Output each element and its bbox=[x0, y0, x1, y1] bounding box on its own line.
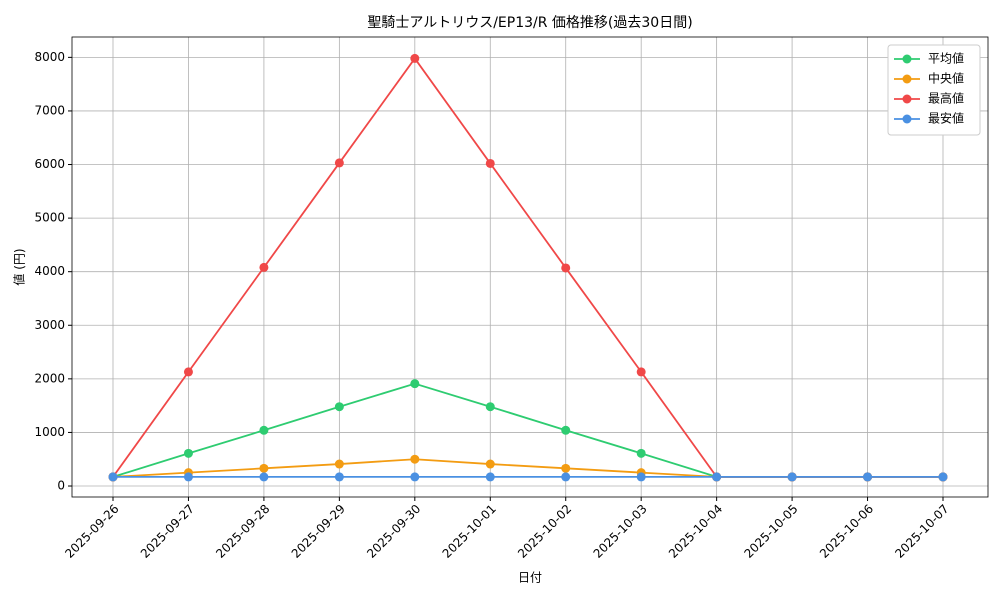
legend-label: 中央値 bbox=[928, 71, 964, 86]
x-tick-label: 2025-10-01 bbox=[440, 502, 499, 561]
data-point bbox=[938, 472, 948, 482]
data-point bbox=[410, 379, 420, 389]
y-tick-label: 7000 bbox=[34, 103, 65, 117]
y-tick-label: 1000 bbox=[34, 425, 65, 439]
y-tick-label: 0 bbox=[57, 479, 65, 493]
y-tick-label: 4000 bbox=[34, 264, 65, 278]
y-tick-label: 6000 bbox=[34, 157, 65, 171]
x-tick-label: 2025-09-27 bbox=[138, 502, 197, 561]
data-point bbox=[410, 454, 420, 464]
data-point bbox=[485, 459, 495, 469]
chart-title: 聖騎士アルトリウス/EP13/R 価格推移(過去30日間) bbox=[367, 15, 692, 31]
data-point bbox=[636, 367, 646, 377]
data-point bbox=[561, 263, 571, 273]
data-point bbox=[108, 472, 118, 482]
legend-label: 最高値 bbox=[928, 91, 964, 106]
data-point bbox=[183, 448, 193, 458]
data-point bbox=[334, 158, 344, 168]
data-point bbox=[259, 463, 269, 473]
y-tick-label: 2000 bbox=[34, 371, 65, 385]
data-point bbox=[636, 448, 646, 458]
data-point bbox=[334, 402, 344, 412]
legend-label: 平均値 bbox=[928, 51, 964, 66]
legend-marker bbox=[902, 114, 912, 124]
y-tick-label: 3000 bbox=[34, 318, 65, 332]
plot-frame bbox=[71, 36, 989, 498]
series-line bbox=[112, 56, 943, 478]
series-line bbox=[112, 458, 943, 478]
data-point bbox=[561, 463, 571, 473]
x-tick-label: 2025-10-07 bbox=[892, 502, 951, 561]
data-point bbox=[485, 402, 495, 412]
x-tick-label: 2025-10-05 bbox=[741, 502, 800, 561]
data-point bbox=[485, 158, 495, 168]
x-tick-label: 2025-09-29 bbox=[289, 502, 348, 561]
y-tick-label: 8000 bbox=[34, 50, 65, 64]
legend-marker bbox=[902, 74, 912, 84]
x-tick-label: 2025-09-28 bbox=[213, 502, 272, 561]
legend-box bbox=[887, 44, 981, 136]
x-tick-label: 2025-10-02 bbox=[515, 502, 574, 561]
data-point bbox=[787, 472, 797, 482]
data-point bbox=[410, 53, 420, 63]
data-point bbox=[561, 425, 571, 435]
legend-label: 最安値 bbox=[928, 111, 964, 126]
data-point bbox=[485, 472, 495, 482]
data-point bbox=[636, 472, 646, 482]
x-tick-label: 2025-10-04 bbox=[666, 502, 725, 561]
data-point bbox=[334, 459, 344, 469]
data-point bbox=[410, 472, 420, 482]
data-point bbox=[259, 472, 269, 482]
x-tick-label: 2025-09-30 bbox=[364, 502, 423, 561]
data-point bbox=[183, 472, 193, 482]
data-point bbox=[863, 472, 873, 482]
legend-marker bbox=[902, 94, 912, 104]
data-point bbox=[259, 262, 269, 272]
x-tick-label: 2025-10-06 bbox=[817, 502, 876, 561]
y-axis-label: 値 (円) bbox=[12, 248, 27, 285]
data-point bbox=[259, 425, 269, 435]
y-tick-label: 5000 bbox=[34, 211, 65, 225]
x-axis-label: 日付 bbox=[518, 571, 542, 585]
legend-marker bbox=[902, 54, 912, 64]
data-point bbox=[183, 367, 193, 377]
data-point bbox=[334, 472, 344, 482]
data-point bbox=[712, 472, 722, 482]
data-point bbox=[561, 472, 571, 482]
x-tick-label: 2025-10-03 bbox=[591, 502, 650, 561]
x-tick-label: 2025-09-26 bbox=[62, 502, 121, 561]
series-line bbox=[112, 382, 943, 478]
